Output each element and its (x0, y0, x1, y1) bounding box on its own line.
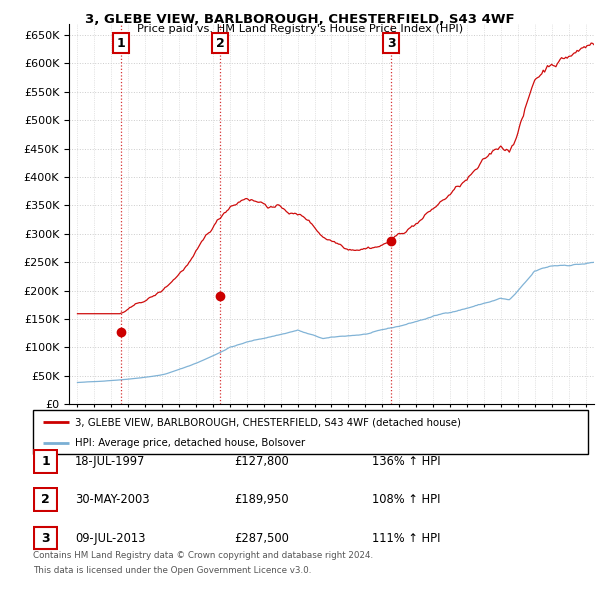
Text: 3, GLEBE VIEW, BARLBOROUGH, CHESTERFIELD, S43 4WF (detached house): 3, GLEBE VIEW, BARLBOROUGH, CHESTERFIELD… (74, 418, 461, 427)
FancyBboxPatch shape (33, 410, 588, 454)
Text: 136% ↑ HPI: 136% ↑ HPI (372, 455, 440, 468)
Text: 2: 2 (215, 37, 224, 50)
FancyBboxPatch shape (34, 489, 57, 511)
Text: 111% ↑ HPI: 111% ↑ HPI (372, 532, 440, 545)
FancyBboxPatch shape (34, 527, 57, 549)
Text: This data is licensed under the Open Government Licence v3.0.: This data is licensed under the Open Gov… (33, 566, 311, 575)
Text: 3, GLEBE VIEW, BARLBOROUGH, CHESTERFIELD, S43 4WF: 3, GLEBE VIEW, BARLBOROUGH, CHESTERFIELD… (85, 13, 515, 26)
Text: 108% ↑ HPI: 108% ↑ HPI (372, 493, 440, 506)
Text: £127,800: £127,800 (234, 455, 289, 468)
Text: 3: 3 (41, 532, 50, 545)
Text: 2: 2 (41, 493, 50, 506)
Text: 1: 1 (41, 455, 50, 468)
Text: Price paid vs. HM Land Registry's House Price Index (HPI): Price paid vs. HM Land Registry's House … (137, 24, 463, 34)
Text: Contains HM Land Registry data © Crown copyright and database right 2024.: Contains HM Land Registry data © Crown c… (33, 552, 373, 560)
Text: £287,500: £287,500 (234, 532, 289, 545)
Text: 1: 1 (116, 37, 125, 50)
Text: £189,950: £189,950 (234, 493, 289, 506)
Text: 3: 3 (387, 37, 395, 50)
FancyBboxPatch shape (34, 450, 57, 473)
Text: HPI: Average price, detached house, Bolsover: HPI: Average price, detached house, Bols… (74, 438, 305, 448)
Text: 18-JUL-1997: 18-JUL-1997 (75, 455, 145, 468)
Text: 09-JUL-2013: 09-JUL-2013 (75, 532, 146, 545)
Text: 30-MAY-2003: 30-MAY-2003 (75, 493, 149, 506)
